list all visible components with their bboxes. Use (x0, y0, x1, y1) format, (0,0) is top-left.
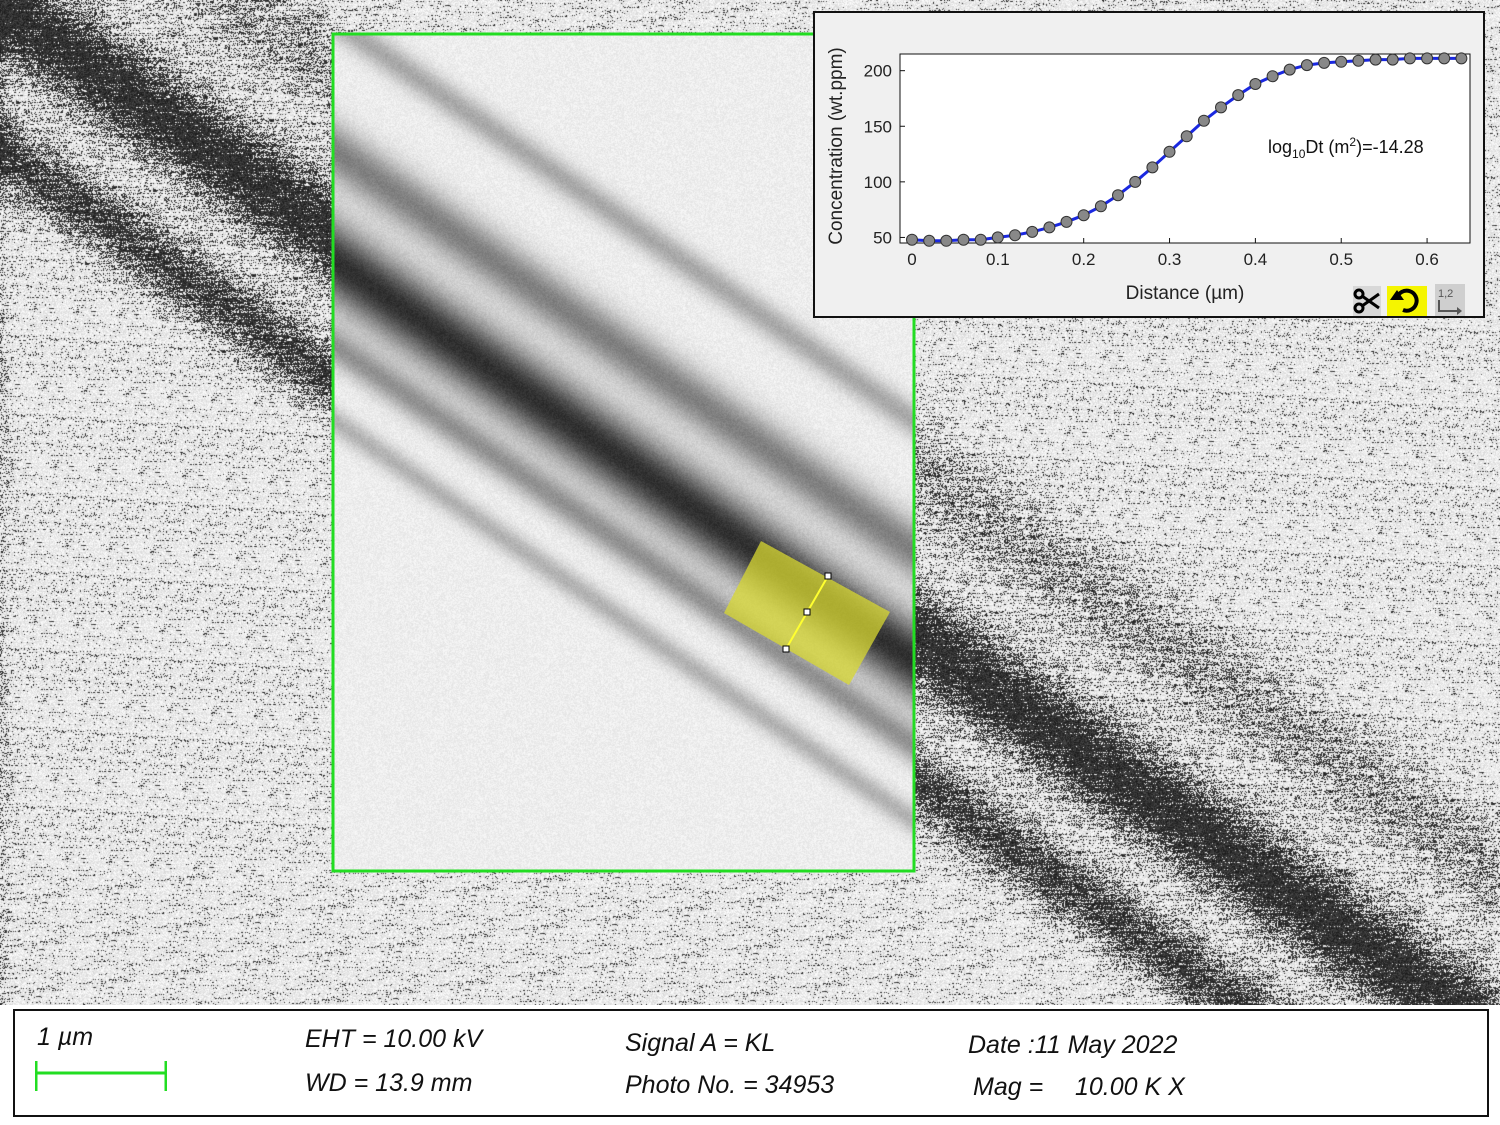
data-point (1266, 70, 1279, 83)
data-point (1060, 215, 1073, 228)
y-axis-label: Concentration (wt.ppm) (826, 47, 847, 244)
data-point (1300, 59, 1313, 72)
data-point (1318, 56, 1331, 69)
data-point (1369, 53, 1382, 66)
data-point (923, 234, 936, 247)
data-point (1283, 63, 1296, 76)
photo-number: Photo No. = 34953 (625, 1071, 835, 1099)
data-point (1232, 89, 1245, 102)
data-point (1386, 53, 1399, 66)
x-tick-label: 0 (907, 250, 916, 269)
data-point (1026, 225, 1039, 238)
profile-handle-mid[interactable] (803, 608, 811, 616)
data-point (974, 233, 987, 246)
data-point (1146, 161, 1159, 174)
mag-value: 10.00 K X (1075, 1073, 1185, 1101)
data-point (1043, 221, 1056, 234)
rotate-icon[interactable] (1387, 286, 1427, 316)
data-point (940, 234, 953, 247)
data-point (1249, 78, 1262, 90)
scale-bar (35, 1061, 167, 1091)
data-point (1163, 145, 1176, 158)
data-point (1215, 101, 1227, 114)
data-point (1352, 54, 1365, 67)
data-point (1077, 209, 1090, 222)
data-point (1112, 189, 1124, 202)
data-point (1335, 55, 1348, 68)
y-tick-label: 50 (873, 228, 892, 247)
y-tick-label: 100 (864, 173, 892, 192)
eht-value: EHT = 10.00 kV (305, 1025, 483, 1053)
data-point (1180, 130, 1193, 143)
data-point (1129, 175, 1142, 188)
x-tick-label: 0.5 (1329, 250, 1353, 269)
x-tick-label: 0.3 (1158, 250, 1182, 269)
sem-info-bar: 1 µm EHT = 10.00 kV WD = 13.9 mm Signal … (13, 1009, 1489, 1117)
y-tick-label: 200 (864, 62, 892, 81)
data-point (1438, 52, 1451, 65)
mag-label: Mag = (973, 1073, 1044, 1101)
wd-value: WD = 13.9 mm (305, 1069, 473, 1097)
data-point (957, 233, 970, 246)
x-axis-label: Distance (µm) (1126, 283, 1245, 304)
roi-rectangle[interactable] (331, 32, 916, 873)
x-tick-label: 0.4 (1244, 250, 1268, 269)
profile-plot-panel: 0 0.1 0.2 0.3 0.4 0.5 0.6 50 100 150 200 Distance… (813, 11, 1485, 318)
diffusion-annotation: log10Dt (m2)=-14.28 (1268, 135, 1424, 161)
plot-area (899, 53, 1471, 244)
data-point (1403, 52, 1416, 65)
scale-bar-label: 1 µm (37, 1023, 94, 1051)
profile-chart: 0 0.1 0.2 0.3 0.4 0.5 0.6 50 100 150 200 Distance… (826, 47, 1471, 304)
date-value: Date :11 May 2022 (968, 1031, 1178, 1059)
x-tick-label: 0.6 (1415, 250, 1439, 269)
svg-text:1,2: 1,2 (1438, 288, 1453, 300)
profile-handle-start[interactable] (824, 572, 832, 580)
data-point (1197, 114, 1210, 127)
data-point (1421, 52, 1434, 65)
data-point (1094, 200, 1107, 213)
data-point (906, 233, 918, 246)
y-tick-label: 150 (864, 117, 892, 136)
scissors-icon[interactable] (1353, 286, 1381, 316)
signal-value: Signal A = KL (625, 1029, 776, 1057)
x-tick-label: 0.1 (986, 250, 1010, 269)
data-point (1009, 229, 1021, 242)
data-point (991, 231, 1004, 244)
data-point (1455, 52, 1468, 65)
datatips-icon[interactable]: 1,2 (1435, 284, 1465, 316)
x-tick-label: 0.2 (1072, 250, 1096, 269)
profile-handle-end[interactable] (782, 645, 790, 653)
